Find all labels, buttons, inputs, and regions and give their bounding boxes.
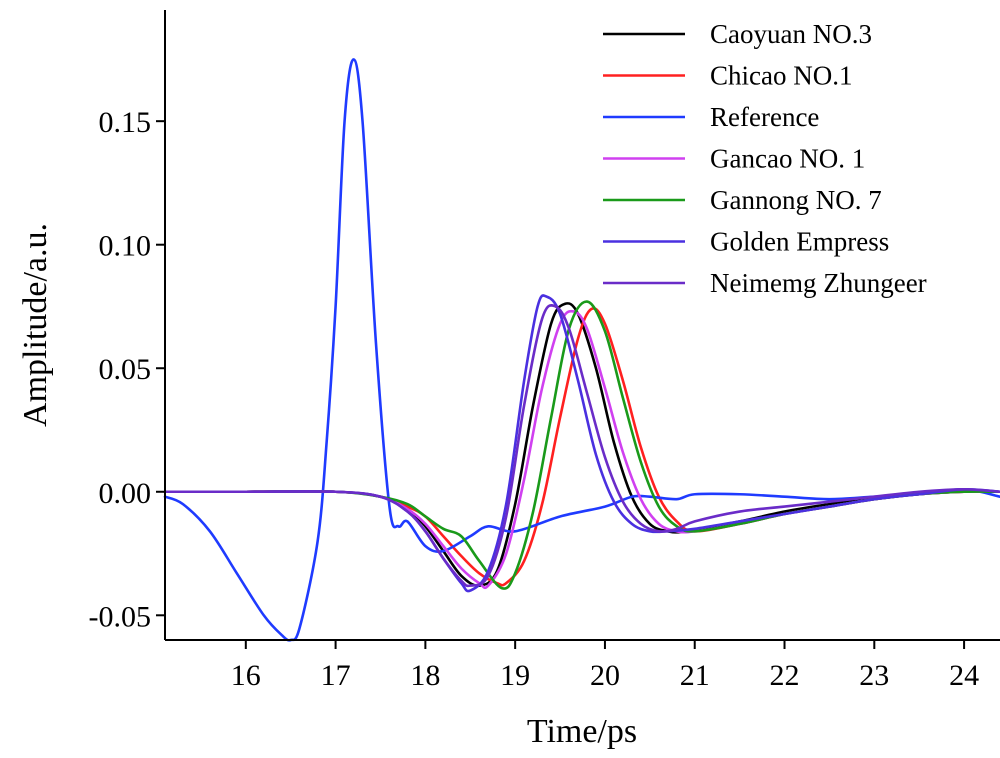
series-line-5 bbox=[163, 300, 1000, 590]
legend-label: Gannong NO. 7 bbox=[710, 185, 882, 215]
legend-label: Chicao NO.1 bbox=[710, 61, 852, 91]
legend-label: Neimemg Zhungeer bbox=[710, 268, 927, 298]
legend-label: Caoyuan NO.3 bbox=[710, 19, 872, 49]
series-line-2 bbox=[163, 307, 1000, 587]
x-tick-label: 24 bbox=[949, 659, 979, 692]
series-layer bbox=[163, 58, 1000, 642]
y-tick-label: 0.15 bbox=[99, 106, 152, 139]
legend-label: Gancao NO. 1 bbox=[710, 144, 865, 174]
legend: Caoyuan NO.3 Chicao NO.1 Reference Gancao N… bbox=[603, 19, 927, 298]
x-tick-label: 22 bbox=[770, 659, 800, 692]
ticks-layer: 16 17 18 19 20 21 22 23 24 -0.05 0.00 0.05 0.10 0.15 bbox=[89, 106, 980, 692]
x-tick-label: 17 bbox=[321, 659, 351, 692]
y-axis-title: Amplitude/a.u. bbox=[17, 223, 54, 427]
legend-label: Reference bbox=[710, 102, 819, 132]
y-tick-label: 0.00 bbox=[99, 477, 152, 510]
legend-label: Golden Empress bbox=[710, 227, 889, 257]
series-line-1 bbox=[163, 302, 1000, 587]
x-tick-label: 19 bbox=[500, 659, 530, 692]
x-tick-label: 21 bbox=[680, 659, 710, 692]
x-tick-label: 16 bbox=[231, 659, 261, 692]
series-line-3 bbox=[163, 58, 1000, 642]
axes-layer bbox=[164, 10, 1000, 641]
y-tick-label: 0.05 bbox=[99, 353, 152, 386]
y-tick-label: 0.10 bbox=[99, 230, 152, 263]
series-line-7 bbox=[163, 304, 1000, 588]
series-line-6 bbox=[163, 294, 1000, 593]
x-axis-title: Time/ps bbox=[527, 713, 637, 750]
y-tick-label: -0.05 bbox=[89, 600, 152, 633]
series-line-4 bbox=[163, 309, 1000, 590]
x-tick-label: 18 bbox=[410, 659, 440, 692]
x-tick-label: 20 bbox=[590, 659, 620, 692]
x-tick-label: 23 bbox=[859, 659, 889, 692]
